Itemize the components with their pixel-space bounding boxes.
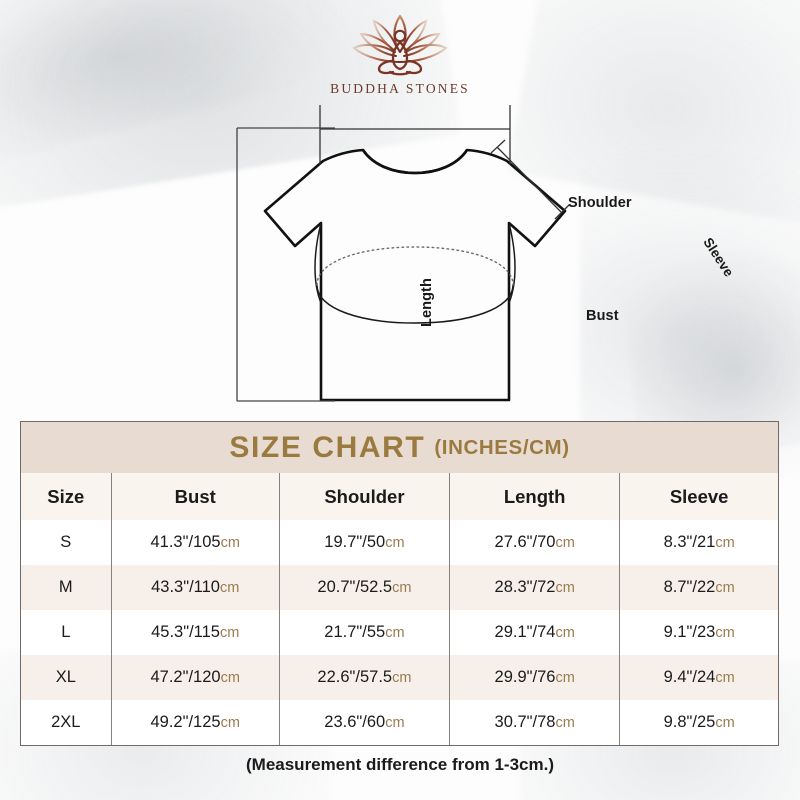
cell-sleeve: 8.7"/22cm: [619, 565, 778, 610]
cell-bust: 49.2"/125cm: [111, 700, 280, 745]
cell-bust: 47.2"/120cm: [111, 655, 280, 700]
cell-length: 29.9"/76cm: [449, 655, 621, 700]
size-chart-table-container: SIZE CHART (INCHES/CM) Size Bust Shoulde…: [20, 421, 779, 746]
cell-size: 2XL: [21, 700, 112, 745]
cell-shoulder: 20.7"/52.5cm: [279, 565, 451, 610]
cell-size: M: [21, 565, 112, 610]
size-table: Size Bust Shoulder Length Sleeve S 41.3"…: [21, 473, 778, 745]
cell-length: 30.7"/78cm: [449, 700, 621, 745]
cell-size: L: [21, 610, 112, 655]
table-row: XL 47.2"/120cm 22.6"/57.5cm 29.9"/76cm 9…: [21, 655, 778, 700]
table-row: S 41.3"/105cm 19.7"/50cm 27.6"/70cm 8.3"…: [21, 520, 778, 565]
measurement-footnote: (Measurement difference from 1-3cm.): [246, 755, 554, 774]
cell-length: 29.1"/74cm: [449, 610, 621, 655]
table-row: 2XL 49.2"/125cm 23.6"/60cm 30.7"/78cm 9.…: [21, 700, 778, 745]
column-header-bust: Bust: [111, 473, 280, 520]
size-chart-title-units: (INCHES/CM): [434, 435, 570, 459]
cell-sleeve: 8.3"/21cm: [619, 520, 778, 565]
cell-size: S: [21, 520, 112, 565]
size-chart-title: SIZE CHART: [229, 430, 426, 464]
column-header-size: Size: [21, 473, 112, 520]
cell-shoulder: 22.6"/57.5cm: [279, 655, 451, 700]
column-header-sleeve: Sleeve: [619, 473, 778, 520]
cell-sleeve: 9.8"/25cm: [619, 700, 778, 745]
dimension-label-length: Length: [419, 278, 435, 327]
table-header-row: Size Bust Shoulder Length Sleeve: [21, 473, 778, 520]
cell-size: XL: [21, 655, 112, 700]
table-row: L 45.3"/115cm 21.7"/55cm 29.1"/74cm 9.1"…: [21, 610, 778, 655]
size-chart-title-band: SIZE CHART (INCHES/CM): [21, 422, 778, 473]
cell-bust: 45.3"/115cm: [111, 610, 280, 655]
cell-bust: 43.3"/110cm: [111, 565, 280, 610]
dimension-label-bust: Bust: [586, 308, 619, 324]
brand-header: BUDDHA STONES: [0, 12, 800, 97]
cell-shoulder: 19.7"/50cm: [279, 520, 451, 565]
cell-bust: 41.3"/105cm: [111, 520, 280, 565]
brand-name: BUDDHA STONES: [330, 81, 470, 96]
column-header-shoulder: Shoulder: [279, 473, 451, 520]
dimension-label-sleeve: Sleeve: [700, 235, 737, 280]
cell-shoulder: 23.6"/60cm: [279, 700, 451, 745]
cell-length: 28.3"/72cm: [449, 565, 621, 610]
cell-sleeve: 9.1"/23cm: [619, 610, 778, 655]
cell-shoulder: 21.7"/55cm: [279, 610, 451, 655]
table-row: M 43.3"/110cm 20.7"/52.5cm 28.3"/72cm 8.…: [21, 565, 778, 610]
tshirt-outline-icon: [236, 105, 570, 402]
cell-sleeve: 9.4"/24cm: [619, 655, 778, 700]
dimension-label-shoulder: Shoulder: [568, 195, 632, 211]
cell-length: 27.6"/70cm: [449, 520, 621, 565]
column-header-length: Length: [449, 473, 621, 520]
lotus-meditation-icon: [352, 14, 448, 76]
garment-diagram: Shoulder Bust Length Sleeve: [205, 95, 737, 420]
